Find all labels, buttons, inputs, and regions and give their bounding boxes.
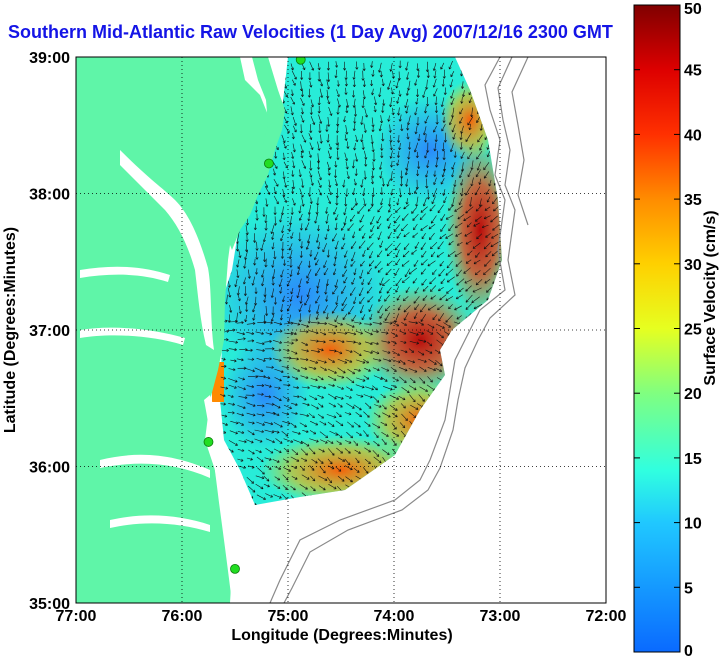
- colorbar-tick-label: 35: [684, 192, 702, 209]
- y-tick-label: 39:00: [29, 50, 70, 67]
- station-marker: [203, 437, 214, 447]
- x-tick-label: 77:00: [56, 608, 97, 625]
- colorbar-tick-label: 20: [684, 386, 702, 403]
- station-markers: [203, 57, 306, 574]
- y-axis-label: Latitude (Degrees:Minutes): [2, 227, 19, 433]
- station-marker: [264, 158, 274, 169]
- x-tick-label: 75:00: [268, 608, 309, 625]
- colorbar-tick-label: 10: [684, 516, 702, 533]
- colorbar-tick-label: 40: [684, 127, 702, 144]
- colorbar-tick-label: 45: [684, 63, 702, 80]
- x-tick-label: 76:00: [162, 608, 203, 625]
- colorbar-tick-label: 15: [684, 451, 702, 468]
- colorbar-tick-label: 30: [684, 257, 702, 274]
- colorbar-tick-label: 0: [684, 643, 693, 659]
- station-marker: [230, 563, 240, 574]
- x-tick-label: 73:00: [480, 608, 521, 625]
- y-tick-label: 38:00: [29, 187, 70, 204]
- map-title: Southern Mid-Atlantic Raw Velocities (1 …: [8, 22, 613, 42]
- colorbar-ticks: 0 5 10 15 20 25 30 35 40 45 50: [634, 1, 702, 659]
- colorbar-tick-label: 25: [684, 322, 702, 339]
- x-tick-label: 72:00: [586, 608, 627, 625]
- isobath-lines: [269, 57, 529, 603]
- colorbar-label: Surface Velocity (cm/s): [702, 210, 719, 385]
- y-tick-label: 36:00: [29, 460, 70, 477]
- y-tick-label: 37:00: [29, 323, 70, 340]
- y-tick-labels: 39:00 38:00 37:00 36:00 35:00: [29, 50, 70, 613]
- x-tick-label: 74:00: [374, 608, 415, 625]
- colorbar-tick-label: 5: [684, 580, 693, 597]
- colorbar-gradient: [633, 4, 681, 653]
- y-tick-label: 35:00: [29, 596, 70, 613]
- colorbar: 0 5 10 15 20 25 30 35 40 45 50 Surface Velocity (c…: [633, 1, 719, 659]
- x-tick-labels: 77:00 76:00 75:00 74:00 73:00 72:00: [56, 608, 627, 625]
- velocity-field: [212, 57, 502, 505]
- x-axis-label: Longitude (Degrees:Minutes): [231, 627, 452, 644]
- station-marker: [295, 57, 306, 65]
- gridlines: [76, 57, 606, 603]
- colorbar-tick-label: 50: [684, 1, 702, 18]
- plot-frame: [75, 56, 607, 604]
